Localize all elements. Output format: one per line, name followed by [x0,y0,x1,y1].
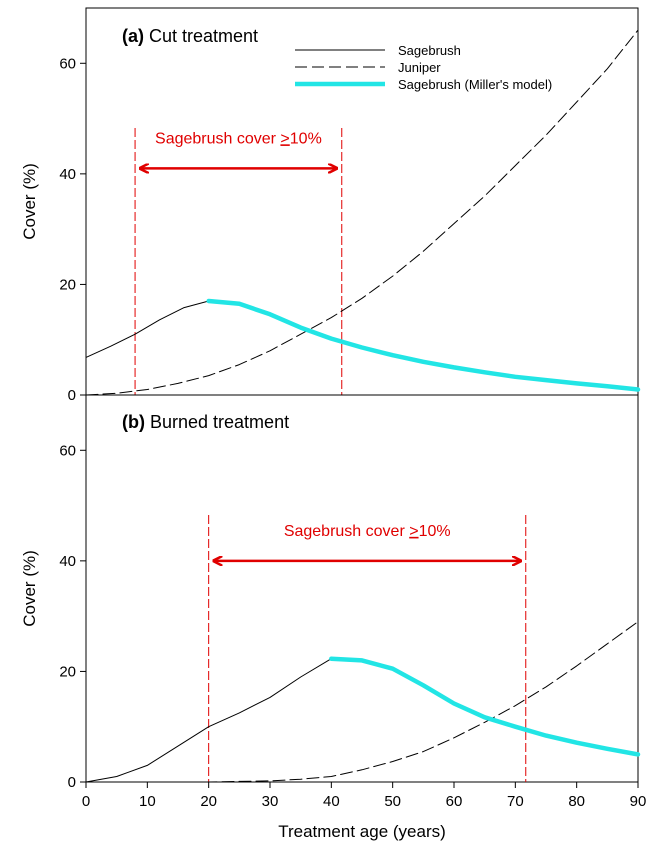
annotation-text-underlined: > [409,523,418,540]
annotation-text-before: Sagebrush cover [155,130,280,147]
series-line-juniper [85,29,639,396]
y-tick-label: 40 [59,166,76,183]
panel-title: (a) Cut treatment [122,26,258,46]
x-tick-label: 20 [200,793,217,810]
panel-title-text: Cut treatment [149,26,258,46]
legend-label: Sagebrush [398,43,461,58]
annotation-text-after: 10% [419,523,451,540]
x-axis-label: Treatment age (years) [278,822,446,841]
plot-frame [85,7,639,396]
series-line-sagebrush-miller-s-model [329,656,641,757]
legend: Sagebrush Juniper Sagebrush (Miller's mode… [295,43,552,92]
x-tick-label: 0 [82,793,90,810]
y-tick-label: 60 [59,55,76,72]
series-line-sagebrush [85,300,210,358]
series-line-juniper [85,621,639,783]
y-tick-label: 60 [59,442,76,459]
panel-title: (b) Burned treatment [122,412,289,432]
plot-frame [85,394,639,783]
x-tick-label: 50 [384,793,401,810]
annotation-text-before: Sagebrush cover [284,523,409,540]
y-tick-label: 0 [68,774,76,791]
panel-b-burned-treatment: 0 20 40 60 0 10 20 30 40 50 60 70 80 90 Cover (%) Treat… [20,394,647,841]
x-tick-label: 70 [507,793,524,810]
annotation-text-after: 10% [290,130,322,147]
x-tick-label: 90 [630,793,647,810]
panel-letter: (b) [122,412,145,432]
y-tick-label: 20 [59,276,76,293]
panel-a-cut-treatment: 0 20 40 60 Cover (%) (a) Cut treatment Sagebru… [20,7,641,404]
panel-title-text: Burned treatment [150,412,289,432]
series-line-sagebrush-miller-s-model [206,298,641,392]
x-tick-label: 10 [139,793,156,810]
annotation-label: Sagebrush cover >10% [284,523,451,540]
series-line-sagebrush [85,658,332,783]
x-tick-label: 60 [446,793,463,810]
legend-label: Sagebrush (Miller's model) [398,77,552,92]
y-tick-label: 20 [59,663,76,680]
y-axis-label: Cover (%) [20,550,39,627]
x-tick-label: 80 [568,793,585,810]
x-tick-label: 40 [323,793,340,810]
annotation-label: Sagebrush cover >10% [155,130,322,147]
y-axis-label: Cover (%) [20,163,39,240]
x-tick-label: 30 [262,793,279,810]
y-tick-label: 40 [59,553,76,570]
annotation-text-underlined: > [280,130,289,147]
y-tick-label: 0 [68,387,76,404]
legend-label: Juniper [398,60,441,75]
panel-letter: (a) [122,26,144,46]
